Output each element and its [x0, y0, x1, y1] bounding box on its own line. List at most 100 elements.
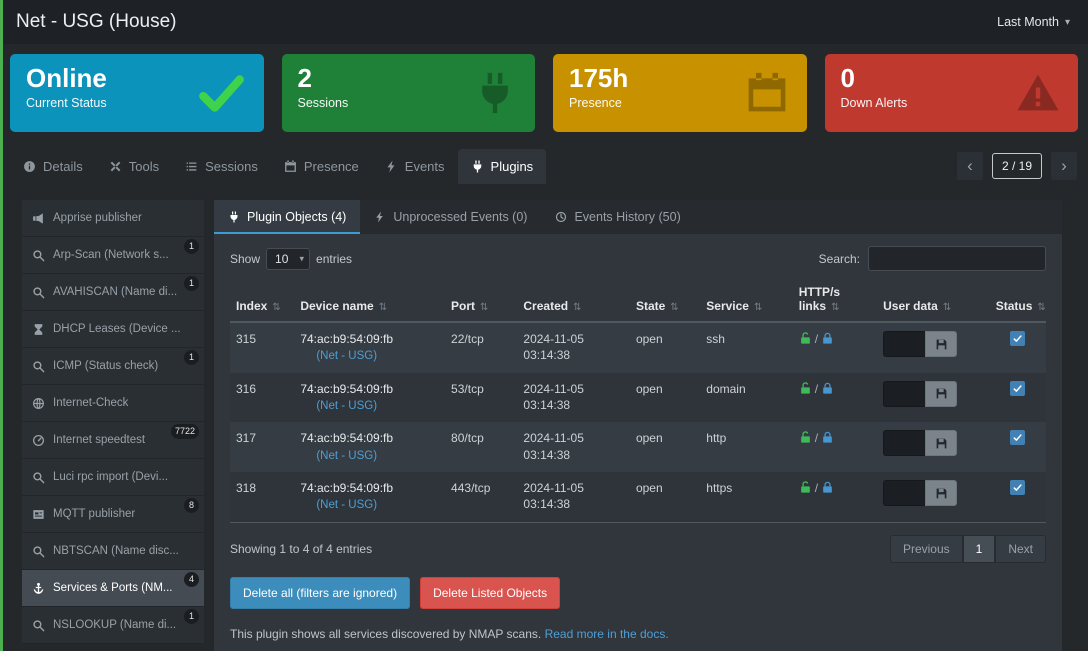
save-button[interactable] — [925, 430, 958, 457]
column-header-http-links[interactable]: HTTP/s links ⇅ — [792, 281, 878, 323]
state-cell: open — [629, 472, 701, 523]
card-down-alerts: 0 Down Alerts — [824, 54, 1078, 132]
state-cell: open — [635, 381, 663, 396]
device-link[interactable]: (Net - USG) — [316, 399, 378, 412]
sort-icon: ⇅ — [573, 302, 582, 313]
status-checkbox[interactable] — [1010, 380, 1026, 396]
sidebar-item-internet-speedtest[interactable]: Internet speedtest 7722 — [22, 422, 204, 459]
floppy-save-icon — [935, 437, 948, 450]
pagination: Previous 1 Next — [889, 534, 1046, 563]
next-page-button[interactable]: Next — [995, 534, 1046, 563]
status-cell — [990, 322, 1046, 373]
https-closed-lock-icon[interactable] — [821, 332, 834, 346]
plug-icon — [228, 211, 240, 223]
user-data-input[interactable] — [883, 480, 926, 507]
page-1-button[interactable]: 1 — [962, 534, 996, 563]
index-cell: 315 — [236, 332, 257, 346]
user-data-input[interactable] — [883, 331, 926, 357]
tab-sessions[interactable]: Sessions — [172, 149, 271, 184]
column-header-user-data[interactable]: User data ⇅ — [877, 281, 990, 323]
subtab-plugin-objects[interactable]: Plugin Objects (4) — [214, 200, 361, 234]
sidebar-item-mqtt-publisher[interactable]: MQTT publisher 8 — [22, 496, 204, 533]
save-button[interactable] — [925, 480, 958, 507]
column-header-created[interactable]: Created ⇅ — [517, 281, 630, 323]
save-button[interactable] — [925, 331, 958, 357]
search-icon — [32, 286, 45, 299]
search-input[interactable] — [868, 246, 1046, 271]
device-link[interactable]: (Net - USG) — [316, 499, 378, 512]
plugin-description: This plugin shows all services discovere… — [230, 627, 1046, 641]
check-icon — [1013, 334, 1022, 343]
sidebar-item-apprise-publisher[interactable]: Apprise publisher — [22, 200, 204, 237]
device-link[interactable]: (Net - USG) — [316, 449, 378, 462]
sidebar-item-avahiscan[interactable]: AVAHISCAN (Name di... 1 — [22, 274, 204, 311]
sidebar-item-label: DHCP Leases (Device ... — [53, 323, 181, 335]
tab-presence[interactable]: Presence — [271, 149, 372, 184]
delete-listed-button[interactable]: Delete Listed Objects — [420, 576, 561, 609]
previous-page-button[interactable]: Previous — [889, 534, 963, 563]
sidebar-item-arp-scan[interactable]: Arp-Scan (Network s... 1 — [22, 237, 204, 274]
sidebar-item-services-ports[interactable]: Services & Ports (NM... 4 — [22, 570, 204, 607]
prev-device-button[interactable]: ‹ — [955, 151, 984, 181]
https-closed-lock-icon[interactable] — [821, 481, 834, 495]
http-open-lock-icon[interactable] — [799, 481, 812, 495]
floppy-save-icon — [935, 487, 948, 500]
page-indicator: 2 / 19 — [991, 153, 1042, 179]
table-row: 317 74:ac:b9:54:09:fb (Net - USG) 80/tcp … — [230, 422, 1046, 473]
column-header-status[interactable]: Status ⇅ — [989, 281, 1046, 323]
user-data-input[interactable] — [883, 380, 926, 407]
sidebar-item-icmp[interactable]: ICMP (Status check) 1 — [22, 348, 204, 385]
lock-separator: / — [814, 381, 819, 396]
device-mac: 74:ac:b9:54:09:fb — [300, 381, 394, 396]
status-checkbox[interactable] — [1010, 430, 1026, 446]
http-open-lock-icon[interactable] — [799, 431, 812, 445]
sort-icon: ⇅ — [272, 302, 281, 313]
subtab-events-history[interactable]: Events History (50) — [541, 200, 694, 234]
subtab-label: Unprocessed Events (0) — [393, 210, 528, 224]
megaphone-icon — [32, 212, 45, 225]
tab-tools[interactable]: Tools — [96, 149, 172, 184]
column-header-state[interactable]: State ⇅ — [629, 281, 701, 323]
sort-icon: ⇅ — [670, 302, 679, 313]
docs-link[interactable]: Read more in the docs. — [544, 626, 669, 641]
sidebar-item-luci-rpc-import[interactable]: Luci rpc import (Devi... — [22, 459, 204, 496]
index-cell: 318 — [230, 472, 295, 523]
user-data-input[interactable] — [883, 430, 926, 457]
clock-icon — [555, 211, 567, 223]
page-size-select[interactable]: 10 — [266, 247, 311, 270]
sidebar-item-dhcp-leases[interactable]: DHCP Leases (Device ... — [22, 311, 204, 348]
http-links-cell: / — [793, 373, 877, 423]
tab-details[interactable]: Details — [10, 149, 96, 184]
column-header-index[interactable]: Index ⇅ — [230, 281, 295, 323]
delete-all-button[interactable]: Delete all (filters are ignored) — [230, 576, 411, 609]
http-open-lock-icon[interactable] — [799, 332, 812, 346]
device-link[interactable]: (Net - USG) — [316, 350, 378, 363]
tab-bar: Details Tools Sessions Presence Events P… — [0, 146, 1088, 186]
subtab-unprocessed-events[interactable]: Unprocessed Events (0) — [360, 200, 541, 234]
tab-plugins[interactable]: Plugins — [457, 148, 547, 184]
status-checkbox[interactable] — [1010, 480, 1026, 496]
table-summary: Showing 1 to 4 of 4 entries — [230, 541, 373, 556]
sidebar-item-label: MQTT publisher — [53, 508, 136, 520]
status-checkbox[interactable] — [1010, 331, 1026, 346]
created-cell: 2024-11-05 03:14:38 — [523, 381, 584, 412]
save-button[interactable] — [925, 380, 958, 407]
http-open-lock-icon[interactable] — [799, 382, 812, 396]
sidebar-item-label: NBTSCAN (Name disc... — [53, 545, 179, 557]
sidebar-item-nslookup[interactable]: NSLOOKUP (Name di... 1 — [22, 607, 204, 644]
period-selector[interactable]: Last Month ▾ — [997, 15, 1070, 29]
service-cell: http — [706, 431, 727, 446]
sidebar-item-nbtscan[interactable]: NBTSCAN (Name disc... — [22, 533, 204, 570]
https-closed-lock-icon[interactable] — [821, 382, 834, 396]
floppy-save-icon — [935, 387, 948, 400]
tab-events[interactable]: Events — [372, 149, 458, 184]
sidebar-item-internet-check[interactable]: Internet-Check — [22, 385, 204, 422]
https-closed-lock-icon[interactable] — [821, 431, 834, 445]
column-header-service[interactable]: Service ⇅ — [700, 281, 793, 323]
tab-label: Details — [43, 158, 83, 174]
next-device-button[interactable]: › — [1050, 151, 1078, 181]
column-header-port[interactable]: Port ⇅ — [445, 281, 518, 323]
info-icon — [23, 160, 36, 173]
column-header-device-name[interactable]: Device name ⇅ — [294, 281, 446, 323]
status-cell — [990, 373, 1046, 423]
